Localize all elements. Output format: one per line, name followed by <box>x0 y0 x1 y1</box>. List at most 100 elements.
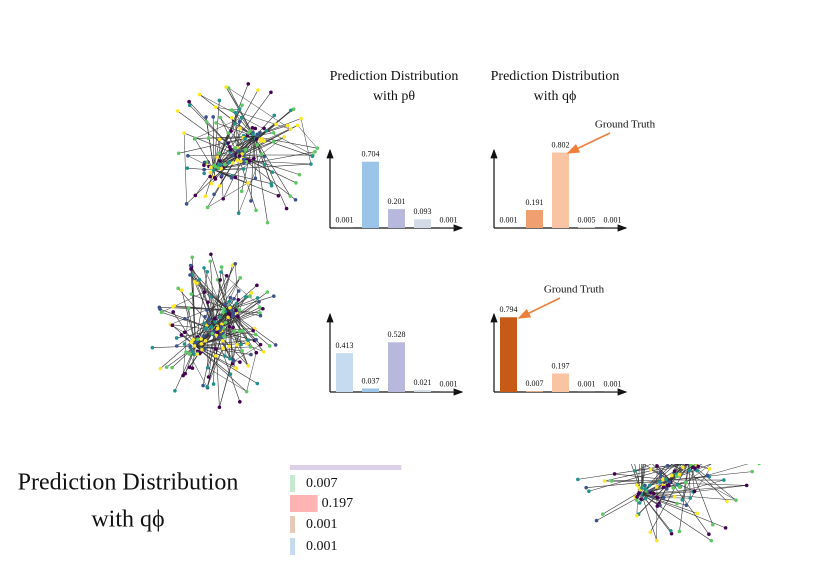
node <box>236 314 240 319</box>
value-label: 0.001 <box>336 216 354 225</box>
node <box>647 483 652 488</box>
node <box>229 129 233 133</box>
node <box>213 320 217 324</box>
edge <box>225 86 240 110</box>
edge <box>166 345 196 368</box>
node <box>297 172 302 177</box>
value-label: 0.007 <box>526 379 544 388</box>
node <box>240 152 244 156</box>
value-label: 0.001 <box>578 380 596 389</box>
edge <box>701 438 754 463</box>
node <box>211 382 216 386</box>
node <box>206 375 211 379</box>
node <box>229 115 234 120</box>
node <box>664 477 668 482</box>
node <box>733 443 737 447</box>
edge <box>604 480 747 486</box>
node <box>254 208 258 213</box>
edge <box>669 471 753 481</box>
edge <box>176 329 216 339</box>
node <box>246 181 250 185</box>
node <box>187 352 192 356</box>
node <box>697 460 701 464</box>
edge <box>689 433 699 462</box>
edge <box>641 464 645 495</box>
edge <box>215 106 232 111</box>
node <box>235 158 240 163</box>
edge <box>213 168 244 171</box>
node <box>734 498 738 502</box>
node <box>171 310 175 314</box>
node <box>693 464 697 465</box>
node <box>680 458 684 462</box>
node <box>238 399 242 404</box>
node <box>239 189 244 194</box>
node <box>159 310 164 315</box>
node <box>270 170 275 174</box>
node <box>684 464 689 466</box>
node <box>262 162 267 167</box>
node <box>218 315 222 320</box>
edge <box>669 479 710 535</box>
node <box>237 307 242 312</box>
network <box>150 252 278 410</box>
node <box>233 146 238 150</box>
node <box>227 324 232 329</box>
edge <box>187 155 211 168</box>
node <box>677 485 682 489</box>
node <box>635 495 639 499</box>
node <box>695 458 699 462</box>
edge <box>213 92 272 171</box>
node <box>236 289 241 293</box>
node <box>723 526 728 530</box>
node <box>218 328 222 333</box>
node <box>243 295 248 299</box>
chart-subtitle: with qϕ <box>91 507 164 533</box>
edge <box>650 479 671 494</box>
node <box>192 352 197 357</box>
node <box>226 141 230 145</box>
node <box>183 316 187 321</box>
node <box>215 277 220 282</box>
node <box>694 429 698 433</box>
node <box>241 167 246 171</box>
node <box>233 122 237 126</box>
node <box>623 443 627 447</box>
annotation: Ground Truth <box>595 119 656 131</box>
edge <box>237 154 300 175</box>
node <box>661 485 666 490</box>
node <box>262 139 267 143</box>
node <box>211 115 215 119</box>
node <box>199 341 204 346</box>
node <box>705 473 710 478</box>
edge <box>194 138 215 171</box>
node <box>189 340 194 344</box>
node <box>195 352 200 357</box>
node <box>205 269 210 274</box>
node <box>693 466 697 470</box>
node <box>264 128 269 133</box>
node <box>655 504 660 508</box>
node <box>753 464 755 465</box>
edge <box>187 167 215 171</box>
bar <box>290 475 295 492</box>
node <box>246 338 250 342</box>
edge <box>234 123 255 137</box>
value-label: 0.005 <box>578 215 596 224</box>
node <box>671 486 675 490</box>
node <box>184 350 188 354</box>
annotation: Ground Truth <box>544 284 605 296</box>
node <box>203 338 208 343</box>
node <box>190 366 195 370</box>
node <box>684 480 688 485</box>
node <box>313 149 317 154</box>
node <box>249 352 253 357</box>
node <box>654 485 659 489</box>
bar <box>290 538 295 555</box>
node <box>606 439 610 443</box>
node <box>259 137 264 141</box>
node <box>696 464 700 469</box>
node <box>693 452 697 456</box>
edge <box>214 329 241 402</box>
node <box>627 458 631 462</box>
